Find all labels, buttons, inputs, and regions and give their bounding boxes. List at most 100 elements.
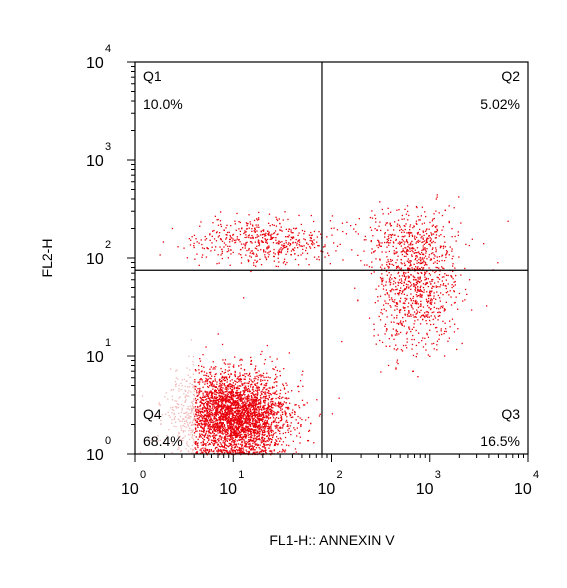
data-point [228, 400, 230, 402]
data-point [268, 396, 271, 398]
data-point [230, 437, 232, 439]
data-point [264, 408, 266, 410]
data-point [294, 247, 296, 249]
data-point [195, 442, 197, 444]
data-point [241, 394, 243, 396]
data-point [196, 241, 198, 243]
data-point [377, 246, 379, 249]
data-point [267, 376, 269, 378]
data-point [227, 363, 229, 365]
data-point [213, 418, 215, 420]
data-point [264, 428, 266, 430]
data-point [221, 451, 224, 453]
data-point [396, 314, 398, 317]
data-point [241, 425, 243, 427]
data-point [209, 434, 211, 437]
data-point [416, 353, 418, 355]
data-point [240, 381, 242, 383]
data-point [240, 421, 242, 424]
data-point [226, 406, 228, 408]
data-point [206, 412, 208, 415]
data-point [267, 425, 269, 428]
data-point [408, 280, 411, 283]
data-point [399, 281, 401, 284]
data-point [238, 221, 240, 223]
data-point [251, 237, 253, 239]
data-point [263, 395, 265, 398]
data-point [225, 391, 227, 393]
data-point [272, 430, 274, 432]
data-point [269, 450, 272, 452]
data-point [231, 426, 233, 428]
data-point [272, 417, 275, 419]
data-point [268, 430, 270, 432]
data-point [414, 252, 416, 254]
data-point [310, 234, 312, 237]
data-point [230, 449, 232, 451]
data-point [254, 398, 256, 400]
data-point [255, 440, 257, 442]
data-point [260, 400, 262, 403]
data-point [171, 422, 173, 424]
data-point [211, 409, 213, 412]
data-point [452, 285, 455, 287]
data-point [423, 315, 425, 317]
data-point [228, 395, 231, 398]
data-point [193, 417, 196, 419]
data-point [257, 435, 259, 437]
data-point [206, 420, 209, 422]
data-point [260, 414, 263, 416]
data-point [219, 419, 221, 421]
data-point [434, 315, 436, 317]
data-point [403, 274, 406, 276]
data-point [432, 247, 434, 249]
data-point [223, 242, 226, 244]
data-point [252, 237, 254, 239]
data-point [448, 294, 450, 296]
data-point [231, 386, 233, 388]
data-point [255, 404, 258, 406]
data-point [230, 407, 232, 409]
data-point [236, 397, 239, 399]
data-point [280, 247, 282, 249]
data-point [429, 294, 432, 297]
data-point [207, 421, 209, 424]
data-point [178, 388, 180, 390]
data-point [228, 399, 231, 401]
data-point [466, 293, 468, 295]
data-point [199, 433, 201, 435]
data-point [207, 248, 209, 250]
data-point [210, 371, 212, 373]
data-point [275, 403, 277, 405]
data-point [231, 447, 233, 449]
data-point [248, 439, 250, 441]
data-point [401, 322, 403, 324]
data-point [187, 395, 189, 397]
data-point [236, 422, 239, 424]
data-point [258, 415, 260, 417]
data-point [241, 394, 243, 397]
data-point [291, 232, 293, 234]
data-point [211, 435, 214, 437]
data-point [221, 384, 223, 386]
data-point [263, 250, 265, 252]
data-point [436, 340, 439, 342]
data-point [259, 451, 262, 453]
data-point [277, 251, 279, 253]
data-point [190, 452, 193, 454]
data-point [387, 303, 389, 305]
data-point [220, 421, 222, 424]
data-point [266, 430, 268, 433]
data-point [294, 253, 296, 255]
data-point [277, 438, 279, 440]
data-point [188, 386, 191, 388]
data-point [298, 214, 300, 217]
data-point [426, 240, 428, 242]
data-point [324, 256, 326, 258]
data-point [243, 387, 245, 389]
data-point [252, 381, 254, 383]
data-point [408, 310, 410, 312]
data-point [215, 403, 217, 405]
data-point [213, 434, 215, 436]
data-point [270, 431, 273, 434]
